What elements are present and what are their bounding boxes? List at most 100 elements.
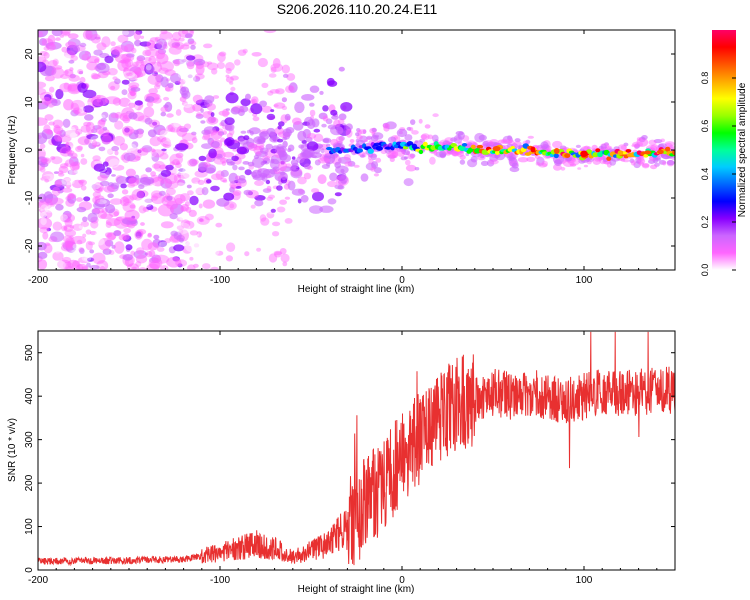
spectrogram-blob (279, 199, 287, 205)
spectrogram-blob (635, 156, 642, 164)
spectrogram-blob (82, 233, 87, 238)
snr-frame (37, 330, 676, 571)
spectrogram-blob (258, 74, 270, 82)
spectrogram-blob (330, 109, 338, 116)
spectrogram-blob (60, 213, 75, 223)
spectrogram-blob (59, 146, 72, 157)
spectrogram-blob (592, 152, 599, 158)
spectrogram-blob (201, 187, 209, 196)
spectrogram-blob (179, 193, 191, 202)
spectrogram-blob (44, 205, 55, 213)
spectrogram-blob (53, 171, 59, 174)
spectrogram-blob (405, 159, 411, 166)
spectrogram-blob (172, 182, 187, 192)
spectrogram-blob (173, 120, 181, 128)
spectrogram-blob (577, 167, 582, 170)
spectrogram-blob (135, 60, 145, 66)
spectrogram-blob (306, 119, 316, 130)
spectrogram-blob (38, 230, 46, 241)
spectrogram-blob (312, 191, 324, 202)
spectrogram-blob (39, 226, 49, 234)
spectrogram-blob (172, 31, 182, 42)
spectrogram-blob (247, 142, 258, 151)
spectrogram-blob (149, 261, 161, 270)
spectrogram-blob (266, 196, 274, 201)
spectrogram-blob (61, 240, 76, 248)
spectrogram-blob (97, 119, 106, 128)
spectrogram-blob (64, 159, 75, 168)
spectrogram-blob (166, 195, 173, 201)
spectrogram-blob (319, 90, 324, 95)
spectrogram-blob (48, 60, 58, 67)
colorbar-tick-label: 0.6 (700, 120, 710, 133)
spectrogram-blob (320, 148, 325, 154)
spectrogram-blob (138, 147, 149, 156)
spectrogram-blob (97, 187, 102, 192)
spectrogram-blob (58, 214, 68, 221)
spectrogram-blob (64, 218, 73, 228)
spectrogram-blob (121, 189, 129, 195)
spectrogram-blob (138, 184, 145, 190)
x-tick-label: 0 (399, 275, 405, 286)
spectrogram-blob (538, 162, 548, 168)
spectrogram-blob (287, 148, 292, 153)
spectrogram-blob (345, 128, 353, 138)
spectrogram-blob (111, 174, 116, 177)
spectrogram-blob (39, 212, 47, 218)
spectrogram-blob (175, 152, 184, 159)
spectrogram-blob (166, 113, 174, 118)
spectrogram-blob (250, 103, 263, 115)
spectrogram-blob (191, 131, 197, 136)
spectrogram-blob (108, 112, 119, 123)
spectrogram-blob (424, 124, 431, 129)
spectrogram-blob (220, 169, 229, 178)
spectrogram-blob (326, 143, 331, 147)
spectrogram-blob (39, 166, 46, 173)
spectrogram-blob (111, 244, 116, 249)
spectrogram-blob (105, 218, 121, 227)
spectrogram-blob (108, 257, 119, 267)
spectrogram-blob (268, 253, 278, 263)
spectrogram-blob (269, 133, 278, 141)
spectrogram-blob (536, 156, 545, 166)
spectrogram-blob (236, 146, 248, 155)
spectrogram-blob (52, 186, 61, 197)
spectrogram-blob (160, 61, 174, 72)
spectrogram-blob (40, 177, 46, 181)
spectrogram-blob (461, 143, 468, 147)
spectrogram-blob (420, 134, 428, 140)
spectrogram-blob (190, 242, 201, 252)
spectrogram-blob (215, 250, 224, 256)
x-tick-label: -200 (28, 575, 48, 586)
spectrogram-blob (80, 221, 90, 228)
spectrogram-blob (242, 48, 248, 54)
spectrogram-blob (133, 168, 145, 177)
spectrogram-blob (69, 132, 78, 140)
spectrogram-blob (371, 161, 379, 169)
spectrogram-blob (94, 36, 101, 40)
spectrogram-blob (75, 128, 83, 135)
spectrogram-blob (96, 62, 107, 71)
spectrogram-blob (160, 76, 169, 88)
spectrogram-blob (153, 234, 160, 240)
spectrogram-blob (127, 183, 136, 188)
spectrogram-blob (40, 217, 47, 226)
spectrogram-blob (58, 165, 69, 174)
spectrogram-blob (195, 63, 205, 76)
spectrogram-blob (105, 204, 116, 214)
colorbar: 0.0 0.2 0.4 0.6 0.8 Normalized spectral ampl… (700, 30, 748, 276)
spectrogram-blob (176, 125, 188, 137)
spectrogram-blob (256, 247, 262, 252)
spectrogram-blob (100, 213, 113, 220)
spectrogram-blob (201, 143, 213, 150)
spectrogram-blob (71, 235, 87, 245)
spectrogram-blob (284, 113, 291, 121)
spectrogram-blob (322, 105, 329, 112)
snr-y-label: SNR (10 * v/v) (7, 418, 18, 482)
spectrogram-blob (79, 179, 87, 186)
spectrogram-blob (143, 106, 155, 118)
spectrogram-blob (136, 190, 146, 199)
spectrogram-blob (63, 224, 74, 232)
spectrogram-blob (575, 144, 582, 148)
spectrogram-blob (177, 179, 186, 186)
